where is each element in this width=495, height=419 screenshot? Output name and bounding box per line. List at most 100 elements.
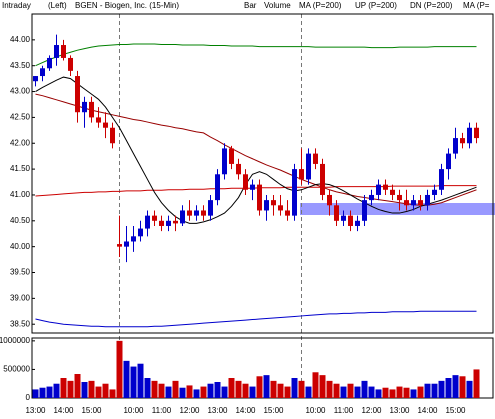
x-tick-label: 14:00 [417,406,438,415]
volume-bar [256,376,263,398]
candle-body [313,153,318,164]
volume-bar [67,380,74,398]
volume-bar [249,386,256,398]
volume-bar [312,372,319,398]
volume-bar [74,374,81,398]
mode-label: Intraday [2,1,31,10]
volume-bar [179,387,186,398]
volume-bar [438,380,445,398]
candle-body [68,57,73,71]
volume-bar [144,378,151,398]
candle-body [229,148,234,164]
ma-line [35,76,477,224]
candle-body [348,215,353,226]
volume-bar [172,380,179,398]
candle-body [187,210,192,216]
volume-bar [214,382,221,398]
x-tick-label: 10:00 [305,406,326,415]
volume-bar [375,389,382,398]
candle-body [306,153,311,180]
volume-bar [242,383,249,398]
volume-bar [333,383,340,398]
x-tick-label: 15:00 [445,406,466,415]
volume-bar [319,375,326,398]
candle-body [47,57,52,69]
candle-body [425,194,430,206]
legend-entry: UP (P=200) [355,1,397,10]
candle-body [166,220,171,226]
candle-body [208,200,213,216]
x-tick-label: 15:00 [263,406,284,415]
volume-bar [193,389,200,398]
volume-bar [186,385,193,398]
volume-bar [354,386,361,398]
candle-body [152,215,157,221]
volume-bar [200,386,207,398]
candle-body [439,169,444,190]
y-tick-label: 41.50 [10,164,31,173]
x-tick-label: 10:00 [123,406,144,415]
volume-bar [452,375,459,398]
candle-body [369,194,374,201]
y-tick-label: 0 [26,393,31,402]
candle-body [404,200,409,206]
volume-bar [326,380,333,398]
volume-bar [284,386,291,398]
volume-bar [88,380,95,398]
volume-bar [389,389,396,398]
legend-entry: MA (P=200) [299,1,342,10]
volume-bar [361,380,368,398]
volume-bar [431,383,438,398]
volume-bar [130,366,137,398]
x-tick-label: 14:00 [235,406,256,415]
candle-body [250,184,255,190]
candle-body [124,241,129,247]
legend-entry: Volume [264,1,291,10]
candle-body [278,205,283,211]
y-tick-label: 500000 [3,365,30,374]
candle-body [54,45,59,58]
side-label: (Left) [48,1,67,10]
candle-body [194,210,199,216]
x-tick-label: 13:00 [207,406,228,415]
candle-body [110,127,115,144]
candle-body [341,215,346,221]
candle-body [180,210,185,224]
candle-body [453,138,458,154]
volume-bar [53,383,60,398]
candle-body [390,189,395,195]
volume-bar [466,380,473,398]
candle-body [96,117,101,123]
candle-body [355,220,360,226]
candle-body [215,174,220,201]
volume-bar [123,360,130,398]
y-tick-label: 43.00 [10,87,31,96]
volume-bar [137,363,144,398]
candle-body [397,194,402,201]
volume-bar [228,378,235,398]
candle-body [320,163,325,195]
volume-bar [291,378,298,398]
y-tick-label: 1000000 [0,336,31,345]
volume-bar [410,389,417,398]
candle-body [145,215,150,229]
ma-line [35,310,477,328]
x-tick-label: 12:00 [179,406,200,415]
volume-bar [298,380,305,398]
volume-bar [277,383,284,398]
candle-body [117,244,122,247]
volume-bar [368,386,375,398]
volume-bar [382,387,389,398]
volume-bar [403,387,410,398]
candle-body [40,68,45,77]
volume-bar [46,386,53,398]
volume-bar [109,389,116,398]
candle-body [201,210,206,216]
highlight-band [300,203,495,215]
candle-body [271,200,276,206]
candle-body [82,101,87,113]
candle-body [467,127,472,144]
candle-body [89,101,94,118]
candle-body [103,122,108,128]
